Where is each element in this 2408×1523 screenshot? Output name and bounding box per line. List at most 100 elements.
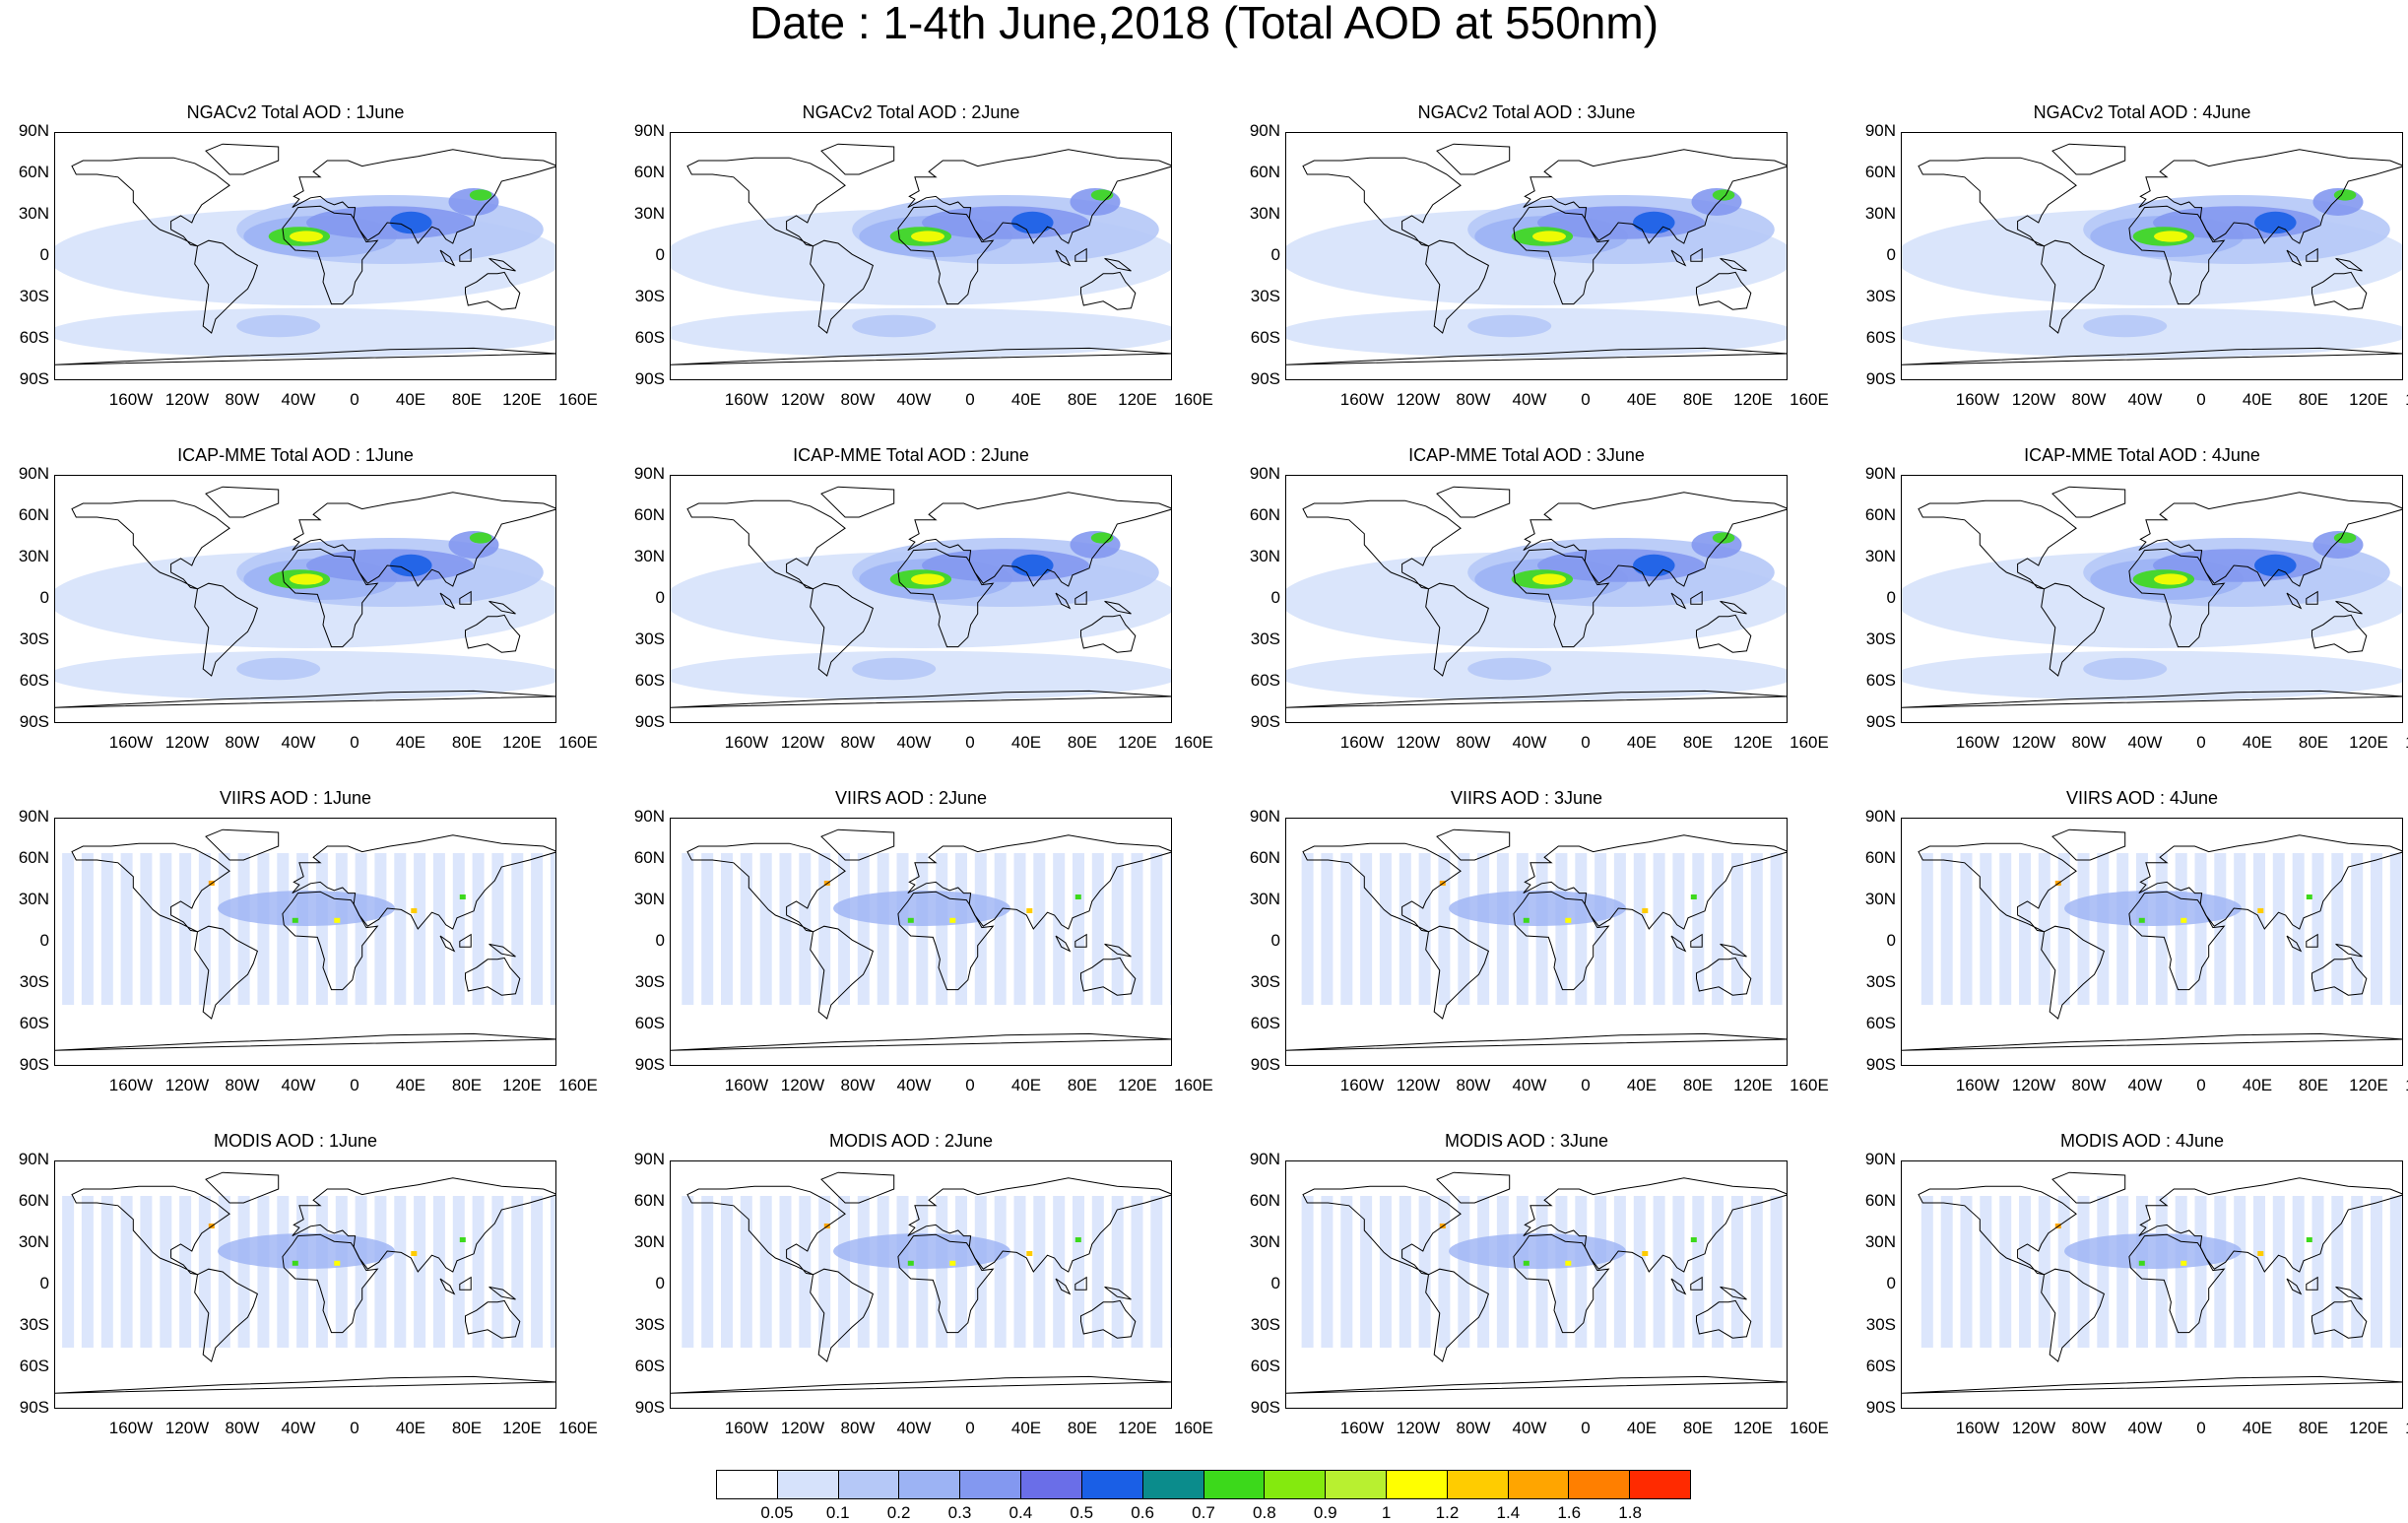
coastline-1 (810, 925, 875, 1020)
lat-tick-label: 60S (634, 1357, 665, 1375)
lon-tick-label: 0 (350, 733, 359, 752)
lat-tick-label: 90S (1250, 712, 1280, 731)
map-panel: VIIRS AOD : 3June 90N 60N 30N 0 30S 60S 90S 160W… (1231, 780, 1829, 1115)
swath-21 (472, 853, 485, 1005)
lon-tick-label: 160E (558, 1076, 598, 1094)
lat-tick-label: 90S (1250, 1398, 1280, 1417)
swath-1 (1321, 853, 1334, 1005)
coastline-8 (2306, 1276, 2318, 1291)
lat-tick-label: 60N (633, 1191, 665, 1210)
lon-tick-label: 120E (1118, 1419, 1157, 1437)
coastline-8 (459, 247, 472, 262)
coastline-6 (671, 347, 1171, 365)
hotspot-1 (334, 917, 341, 923)
coastline-6 (1286, 690, 1787, 708)
coastline-3 (1523, 492, 1787, 587)
lon-tick-label: 120E (2349, 1419, 2388, 1437)
coastline-9 (1720, 257, 1747, 272)
swath-3 (1360, 853, 1373, 1005)
swath-11 (2136, 853, 2148, 1005)
dust-plume (1449, 1233, 1626, 1269)
swath-2 (100, 1196, 113, 1348)
coastline-1 (1425, 925, 1490, 1020)
lat-tick-label: 90S (1865, 1055, 1896, 1074)
coastline-2 (205, 828, 280, 861)
swath-21 (472, 1196, 485, 1348)
coastline-9 (1104, 943, 1132, 958)
swath-14 (2194, 1196, 2207, 1348)
coastline-3 (907, 834, 1171, 930)
swath-5 (2019, 853, 2031, 1005)
lat-tick-label: 90N (1249, 121, 1280, 140)
swath-18 (1653, 853, 1665, 1005)
coastline-6 (1902, 1375, 2402, 1394)
swath-24 (2389, 853, 2402, 1005)
coastline-6 (55, 1375, 555, 1394)
swath-21 (1091, 853, 1104, 1005)
swath-12 (1535, 1196, 1548, 1348)
map-panel: ICAP-MME Total AOD : 1June 90N 60N 30N 0 30S 6… (0, 437, 598, 772)
lon-tick-label: 120W (1396, 1076, 1441, 1094)
coastline-1 (2041, 925, 2106, 1020)
colorbar-label: 0.3 (947, 1503, 972, 1522)
lat-tick-label: 60N (1249, 163, 1280, 181)
lat-tick-label: 90N (18, 807, 49, 826)
swath-22 (1730, 1196, 1743, 1348)
swath-21 (1712, 1196, 1725, 1348)
lon-tick-label: 120W (780, 1076, 825, 1094)
swath-11 (1516, 1196, 1529, 1348)
swath-14 (335, 1196, 348, 1348)
lon-tick-label: 80W (840, 1419, 876, 1437)
coastline-2 (205, 1171, 280, 1204)
panel-title: ICAP-MME Total AOD : 1June (177, 445, 414, 465)
lat-tick-label: 90N (1864, 1150, 1896, 1168)
coastline-6 (671, 690, 1171, 708)
lat-tick-label: 30N (633, 890, 665, 908)
coastline-9 (1720, 943, 1747, 958)
lon-tick-label: 40E (1010, 1419, 1042, 1437)
aod-field-7 (911, 573, 944, 585)
map-plot-area (670, 818, 1172, 1066)
panel-title: VIIRS AOD : 3June (1450, 788, 1603, 808)
lon-tick-label: 160W (1955, 733, 2000, 752)
coastline-7 (1670, 935, 1687, 953)
lat-tick-label: 30S (19, 1315, 49, 1334)
panel-title: MODIS AOD : 2June (828, 1131, 994, 1151)
lat-tick-label: 0 (655, 1274, 665, 1292)
lon-tick-label: 40E (1010, 1076, 1042, 1094)
swath-7 (1438, 853, 1451, 1005)
panel-title: MODIS AOD : 1June (213, 1131, 378, 1151)
swath-0 (62, 853, 75, 1005)
coastline-4 (897, 1233, 995, 1334)
map-plot-area (54, 1160, 556, 1409)
panel-title: VIIRS AOD : 1June (219, 788, 372, 808)
lon-tick-label: 80E (2298, 390, 2329, 409)
lon-tick-label: 40E (395, 733, 426, 752)
lon-tick-label: 120W (164, 1419, 210, 1437)
map-plot-area (1285, 1160, 1788, 1409)
coastline-7 (1670, 592, 1687, 610)
lon-tick-label: 120E (1733, 390, 1773, 409)
lon-tick-label: 80E (1067, 1076, 1098, 1094)
lon-tick-label: 160E (1790, 1419, 1829, 1437)
hotspot-3 (1690, 894, 1697, 899)
coastline-2 (820, 143, 895, 175)
lon-tick-label: 80E (2298, 1419, 2329, 1437)
lon-tick-label: 40E (1010, 390, 1042, 409)
map-plot-area (54, 475, 556, 723)
lon-tick-label: 80E (451, 390, 483, 409)
lon-tick-label: 120E (502, 1076, 542, 1094)
swath-19 (1672, 853, 1685, 1005)
lon-tick-label: 0 (965, 1419, 975, 1437)
lat-tick-label: 90N (1864, 121, 1896, 140)
colorbar-label: 0.05 (760, 1503, 794, 1522)
colorbar-swatch (1508, 1471, 1570, 1498)
coastline-6 (671, 1032, 1171, 1051)
lon-tick-label: 80W (840, 733, 876, 752)
swath-1 (701, 1196, 714, 1348)
hotspot-1 (2180, 1260, 2187, 1266)
colorbar-labels: 0.05 0.1 0.2 0.3 0.4 0.5 0.6 0.7 0.8 0.9 1 1.2 1.4 1.… (716, 1503, 1691, 1523)
colorbar-swatch (1081, 1471, 1143, 1498)
lat-tick-label: 30S (634, 629, 665, 648)
coastline-1 (1425, 1268, 1490, 1362)
